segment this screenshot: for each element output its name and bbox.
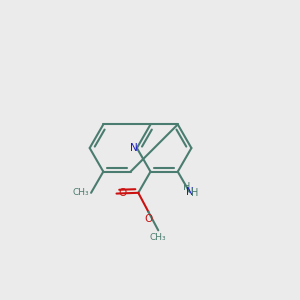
Text: N: N xyxy=(186,187,193,197)
Text: CH₃: CH₃ xyxy=(150,232,166,242)
Text: H: H xyxy=(190,188,198,198)
Text: O: O xyxy=(144,214,152,224)
Text: N: N xyxy=(130,143,138,153)
Text: O: O xyxy=(118,188,126,198)
Text: H: H xyxy=(184,182,191,192)
Text: CH₃: CH₃ xyxy=(73,188,89,197)
